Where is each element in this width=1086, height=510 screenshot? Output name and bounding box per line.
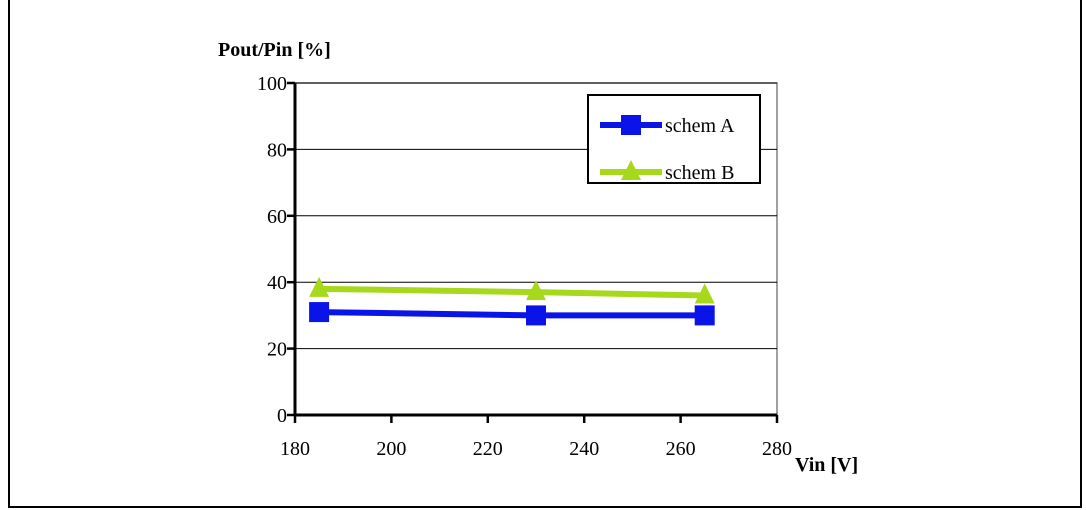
legend-box <box>587 94 761 184</box>
axes: 0 20 40 60 80 100 180 200 220 240 260 280 <box>257 73 792 460</box>
point-schem-b-185 <box>309 276 330 297</box>
point-schem-b-265 <box>694 283 715 304</box>
x-tick-label-280: 280 <box>762 438 792 460</box>
point-schem-a-230 <box>526 305 546 326</box>
y-tick-label-0: 0 <box>277 405 287 427</box>
y-tick-label-40: 40 <box>267 272 287 294</box>
series-line-schem-b <box>319 285 705 299</box>
y-tick-label-80: 80 <box>267 139 287 161</box>
x-axis-label: Vin [V] <box>795 454 858 476</box>
x-tick-label-240: 240 <box>569 438 599 460</box>
legend-marker-schem-a <box>621 115 641 135</box>
x-tick-label-180: 180 <box>280 438 310 460</box>
x-tick-label-200: 200 <box>376 438 406 460</box>
point-schem-a-185 <box>309 302 330 323</box>
legend-label-schem-a: schem A <box>665 115 735 137</box>
legend-marker-schem-b <box>621 160 641 180</box>
point-schem-a-265 <box>694 305 715 326</box>
x-tick-label-260: 260 <box>666 438 696 460</box>
y-tick-label-100: 100 <box>257 73 287 95</box>
series-line-schem-a <box>319 309 705 319</box>
x-tick-label-220: 220 <box>473 438 503 460</box>
legend-label-schem-b: schem B <box>665 162 734 184</box>
series-layer <box>309 276 715 326</box>
chart-frame <box>8 0 1082 508</box>
y-tick-label-20: 20 <box>267 339 287 361</box>
y-tick-label-60: 60 <box>267 206 287 228</box>
point-schem-b-230 <box>526 280 546 301</box>
y-axis-label: Pout/Pin [%] <box>218 39 331 61</box>
legend: schem A schem B <box>587 94 761 184</box>
